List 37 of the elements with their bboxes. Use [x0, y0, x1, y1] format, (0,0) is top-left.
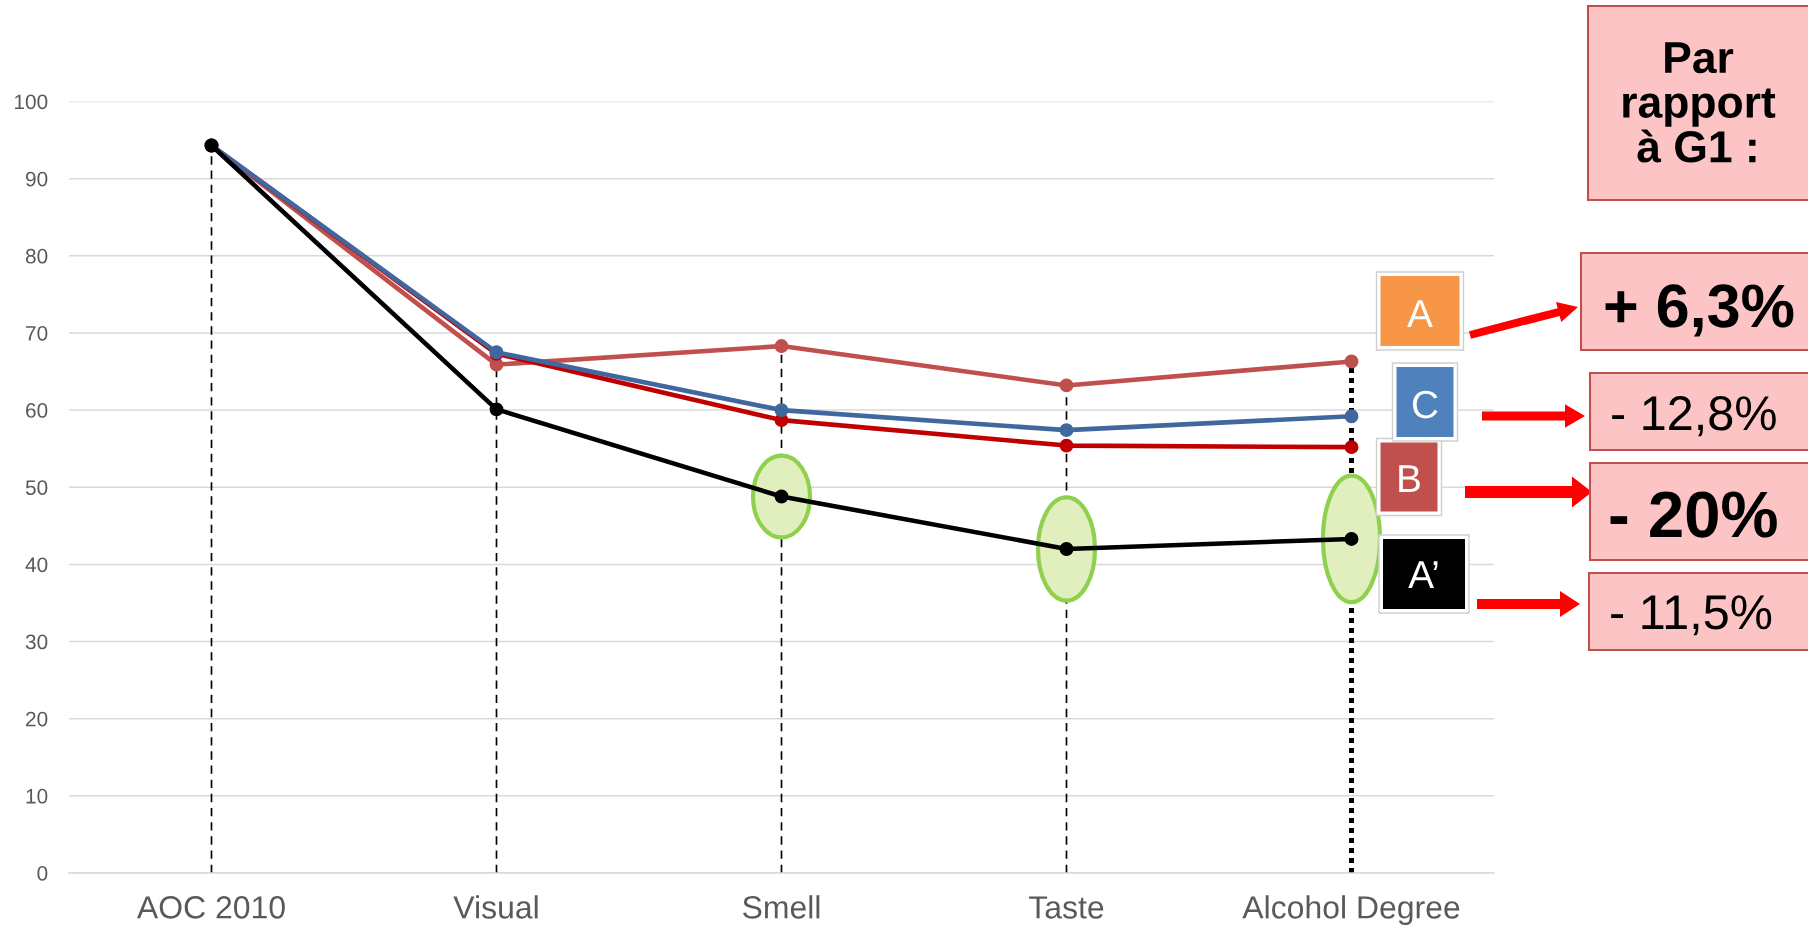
series-label: A’ [1408, 561, 1438, 588]
x-tick-label: Alcohol Degree [1242, 895, 1460, 925]
y-tick-label: 80 [25, 248, 48, 264]
text: - 20% [1610, 491, 1777, 538]
point [1059, 423, 1074, 438]
point [774, 403, 789, 418]
y-tick-label: 30 [25, 634, 48, 650]
point [1344, 409, 1359, 424]
point [1059, 438, 1074, 453]
point [774, 339, 789, 354]
series-label: C [1412, 390, 1438, 419]
point [1059, 378, 1074, 393]
y-tick-label: 40 [25, 557, 48, 573]
point [1344, 531, 1359, 546]
text: Par rapport à G1 : [1623, 42, 1776, 163]
series-label: B [1399, 465, 1420, 492]
y-tick-label: 50 [25, 480, 48, 495]
y-tick-label: 70 [26, 325, 48, 341]
series-label: A [1407, 300, 1433, 327]
point [1344, 440, 1359, 455]
x-tick-label: Taste [1029, 896, 1104, 919]
y-tick-label: 60 [26, 403, 48, 418]
y-tick-label: 10 [26, 788, 48, 804]
text: - 11,5% [1611, 595, 1772, 636]
text: + 6,3% [1605, 284, 1794, 337]
y-tick-label: 20 [26, 711, 48, 727]
y-tick-label: 0 [37, 866, 48, 881]
x-tick-label: AOC 2010 [136, 896, 285, 919]
x-tick-label: Smell [743, 895, 820, 919]
point [489, 402, 504, 417]
y-tick-label: 100 [15, 94, 48, 110]
text: - 12,8% [1612, 396, 1776, 437]
point [1344, 354, 1359, 369]
point [774, 489, 789, 504]
x-tick-label: Visual [453, 895, 538, 919]
point [1059, 542, 1074, 556]
y-tick-label: 90 [25, 171, 48, 187]
